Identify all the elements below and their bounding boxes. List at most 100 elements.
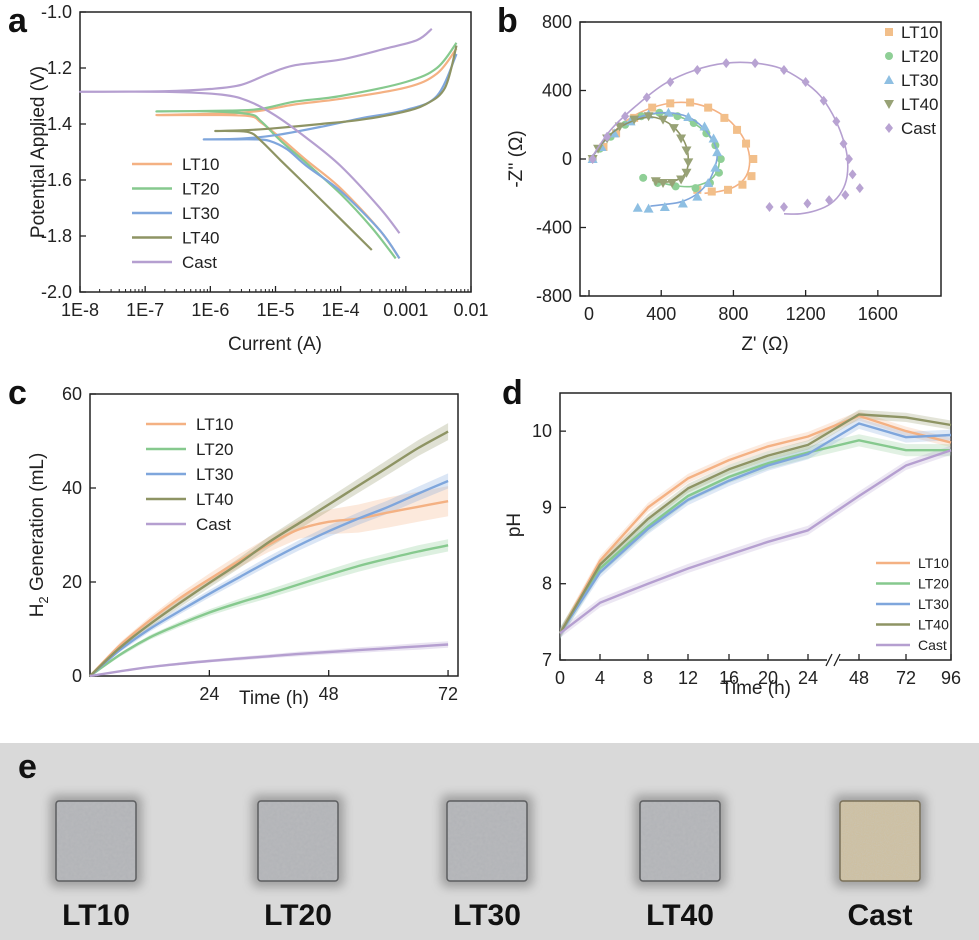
panel-b-legend-label-lt30: LT30 [901,71,939,90]
panel-b-point-cast [751,58,760,69]
panel-c-xtick-label: 24 [199,684,219,704]
sample-lt30-edge [446,800,528,882]
panel-c-ytick-label: 60 [62,384,82,404]
panel-b-point-cast [825,195,834,206]
panel-c-legend-label-lt20: LT20 [196,440,234,459]
panel-d-legend-label-lt20: LT20 [918,576,949,592]
panel-b-point-lt40 [593,144,604,154]
panel-b-legend-marker-cast [885,123,893,133]
panel-b-point-lt40 [676,134,687,144]
panel-b-point-lt30 [692,191,703,201]
panel-b-point-lt10 [742,139,751,148]
panel-a-xtick-label: 1E-7 [126,300,164,320]
sample-lt10-texture [56,801,136,881]
panel-a-legend-label-lt10: LT10 [182,155,220,174]
panel-d-axis-break-gap [827,655,839,665]
panel-a-line-lt10 [155,47,458,260]
panel-b-fit-cast [590,61,849,215]
sample-label-lt30: LT30 [453,899,521,932]
panel-b-point-lt30 [609,128,620,138]
panel-d-ytick-label: 10 [532,421,552,441]
panel-b-point-cast [666,76,675,87]
panel-c-band-cast [90,641,449,677]
panel-b-point-lt40 [629,115,640,125]
panel-b-point-lt10 [686,98,695,107]
panel-c-legend-label-cast: Cast [196,515,231,534]
panel-a-legend-label-lt40: LT40 [182,229,220,248]
panel-a-ytick-label: -1.8 [41,226,72,246]
panel-b-point-cast [588,154,597,164]
panel-c-band-lt10 [90,486,449,678]
panel-b-point-lt10 [747,172,756,181]
panel-d-legend-label-lt10: LT10 [918,555,949,571]
panel-b-point-lt20 [716,155,725,163]
panel-b-ytick-label: 400 [542,81,572,101]
panel-b-legend-label-lt40: LT40 [901,95,939,114]
panel-b-point-lt10 [666,99,675,108]
panel-d-line-lt40 [558,413,952,634]
panel-b-point-cast [642,92,651,103]
panel-c-ytick-label: 20 [62,572,82,592]
panel-b-ytick-label: 800 [542,12,572,32]
panel-b-point-lt10 [738,180,747,189]
panel-a-legend-label-lt30: LT30 [182,204,220,223]
panel-d-axis-break-mark [833,653,841,667]
panel-a-xtick-label: 1E-8 [61,300,99,320]
panel-b-legend-label-lt10: LT10 [901,23,939,42]
panel-letter-b: b [497,2,518,40]
panel-b-point-lt40 [668,124,679,134]
panel-b-point-cast [779,64,788,75]
panel-b-point-cast [801,76,810,87]
panel-b-xtick-label: 1200 [786,304,826,324]
panel-c-line-lt10 [89,500,449,677]
panel-c-ytick-label: 40 [62,478,82,498]
panel-d-axis-break-mark [825,653,833,667]
panel-d-frame [559,392,952,661]
panel-b-point-lt40 [658,115,669,125]
panel-b-xtick-label: 1600 [858,304,898,324]
panel-b-point-lt30 [712,147,723,157]
panel-d-line-cast [559,449,952,635]
panel-c-ytick-label: 0 [72,666,82,686]
panel-b-point-cast [855,183,864,194]
panel-b-point-cast [848,169,857,180]
panel-a-xtick-label: 1E-4 [322,300,360,320]
panel-b-xtick-label: 400 [646,304,676,324]
panel-a-ytick-label: -2.0 [41,282,72,302]
panel-b-nyquist-plot: 0 400 800 1200 1600 800 400 0 -400 -800 LT10 LT20 L… [506,12,942,355]
panel-b-point-lt30 [659,201,670,211]
sample-lt20-texture [258,801,338,881]
panel-b-point-lt10 [704,103,713,112]
panel-b-point-lt30 [677,198,688,208]
panel-b-ytick-label: -400 [536,218,572,238]
panel-a-line-lt30 [202,53,458,260]
panel-b-point-cast [803,198,812,209]
panel-b-point-lt20 [691,184,700,193]
panel-c-xtick-label: 48 [319,684,339,704]
panel-b-point-lt20 [702,129,711,138]
panel-b-legend-marker-lt10 [885,28,893,36]
panel-a-frame [79,11,472,293]
panel-b-point-lt10 [707,187,716,196]
panel-b-point-cast [839,138,848,149]
panel-a-legend-label-cast: Cast [182,253,217,272]
panel-c-line-lt30 [89,479,449,677]
panel-b-point-cast [841,189,850,200]
panel-letter-c: c [8,374,27,412]
panel-d-band-lt40 [560,409,951,638]
panel-b-point-lt30 [699,121,710,131]
panel-c-ylabel: H2 Generation (mL) [27,453,51,618]
panel-c-h2-generation: 24 48 72 0 20 40 60 LT10 LT20 LT30 LT40 Cast Time … [27,384,459,709]
panel-d-xtick-label: 0 [555,668,565,688]
panel-b-point-lt40 [681,146,692,156]
panel-d-ytick-label: 9 [542,497,552,517]
panel-b-point-lt10 [648,103,657,112]
panel-c-ylabel-sub: 2 [36,596,51,603]
panel-d-ytick-label: 8 [542,574,552,594]
panel-d-xtick-label: 12 [678,668,698,688]
panel-b-ytick-label: 0 [562,149,572,169]
panel-d-line-lt10 [558,414,952,634]
sample-lt10-edge [55,800,137,882]
panel-b-xtick-label: 800 [718,304,748,324]
